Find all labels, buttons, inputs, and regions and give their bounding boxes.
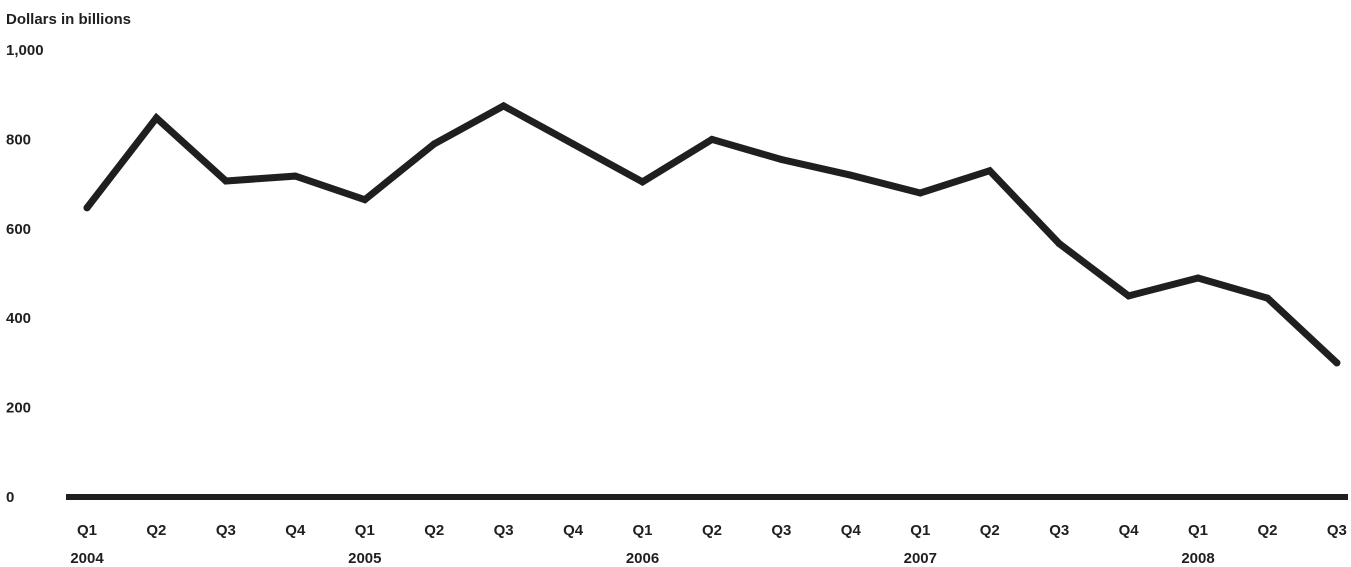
x-tick-label: Q1 <box>632 522 652 539</box>
year-label: 2007 <box>904 550 937 567</box>
data-point <box>430 140 438 148</box>
data-point <box>83 204 91 212</box>
data-point <box>500 102 508 110</box>
year-label: 2008 <box>1181 550 1214 567</box>
y-tick-labels: 0 200 400 600 800 1,000 <box>6 42 44 506</box>
x-tick-label: Q3 <box>1049 522 1069 539</box>
x-tick-label: Q4 <box>1119 522 1140 539</box>
data-point <box>916 189 924 197</box>
x-tick-label: Q4 <box>563 522 584 539</box>
data-point <box>708 135 716 143</box>
x-tick-label: Q2 <box>424 522 444 539</box>
x-tick-label: Q3 <box>494 522 514 539</box>
year-label: 2005 <box>348 550 381 567</box>
data-point <box>291 172 299 180</box>
x-tick-label: Q4 <box>841 522 862 539</box>
data-point <box>777 156 785 163</box>
x-tick-label: Q3 <box>216 522 236 539</box>
y-tick-label: 1,000 <box>6 42 44 59</box>
y-tick-label: 800 <box>6 131 31 148</box>
y-tick-label: 400 <box>6 310 31 327</box>
data-point <box>1264 294 1271 302</box>
x-tick-label: Q1 <box>77 522 97 539</box>
data-point <box>1333 359 1341 367</box>
x-tick-label: Q1 <box>355 522 375 539</box>
x-tick-label: Q1 <box>910 522 930 539</box>
series-line <box>83 101 1341 367</box>
x-tick-label: Q2 <box>980 522 1000 539</box>
year-label: 2004 <box>70 550 104 567</box>
x-tick-label: Q1 <box>1188 522 1208 539</box>
y-tick-label: 600 <box>6 221 31 238</box>
x-tick-label: Q2 <box>1257 522 1277 539</box>
y-axis-title: Dollars in billions <box>6 11 131 28</box>
year-labels: 2004 2005 2006 2007 2008 <box>70 550 1214 567</box>
x-tick-label: Q4 <box>285 522 306 539</box>
y-tick-label: 0 <box>6 489 14 506</box>
data-points <box>83 102 1341 367</box>
data-point <box>361 196 369 204</box>
data-point <box>222 177 230 185</box>
x-tick-labels: Q1 Q2 Q3 Q4 Q1 Q2 Q3 Q4 Q1 Q2 Q3 Q4 Q1 Q2 Q3 Q4 Q1 Q2 Q3 <box>77 522 1347 539</box>
data-point <box>1125 292 1133 300</box>
x-tick-label: Q2 <box>146 522 166 539</box>
data-point <box>569 140 577 148</box>
data-point <box>847 171 855 179</box>
x-tick-label: Q3 <box>1327 522 1347 539</box>
data-point <box>152 114 160 122</box>
y-tick-label: 200 <box>6 400 31 417</box>
data-point <box>1194 274 1202 282</box>
data-point <box>986 167 994 175</box>
data-point <box>1055 240 1063 248</box>
data-point <box>639 178 646 186</box>
x-tick-label: Q3 <box>771 522 791 539</box>
year-label: 2006 <box>626 550 659 567</box>
x-tick-label: Q2 <box>702 522 722 539</box>
